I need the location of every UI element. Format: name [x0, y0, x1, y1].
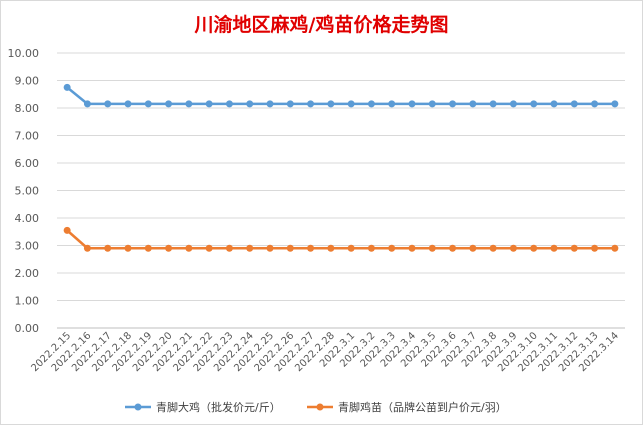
data-point	[449, 100, 457, 108]
data-point	[530, 100, 538, 108]
data-point	[165, 100, 173, 108]
y-tick-label: 10.00	[8, 47, 40, 60]
data-point	[388, 100, 396, 108]
data-point	[165, 244, 173, 252]
data-point	[509, 100, 517, 108]
data-point	[205, 100, 213, 108]
data-point	[124, 100, 132, 108]
data-point	[469, 244, 477, 252]
chart-title: 川渝地区麻鸡/鸡苗价格走势图	[194, 14, 449, 36]
data-point	[408, 100, 416, 108]
y-tick-label: 0.00	[15, 322, 40, 335]
data-point	[327, 100, 335, 108]
data-point	[591, 244, 599, 252]
data-point	[367, 100, 375, 108]
data-point	[428, 244, 436, 252]
data-point	[185, 100, 193, 108]
data-point	[550, 100, 558, 108]
y-tick-label: 8.00	[15, 102, 40, 115]
data-point	[286, 244, 294, 252]
data-point	[63, 226, 71, 234]
data-point	[144, 100, 152, 108]
y-tick-label: 5.00	[15, 185, 40, 198]
data-point	[225, 100, 233, 108]
data-point	[286, 100, 294, 108]
data-point	[428, 100, 436, 108]
legend-label: 青脚大鸡（批发价元/斤）	[156, 400, 281, 414]
y-tick-label: 3.00	[15, 240, 40, 253]
data-point	[63, 83, 71, 91]
data-point	[205, 244, 213, 252]
y-tick-label: 9.00	[15, 75, 40, 88]
data-point	[144, 244, 152, 252]
legend-label: 青脚鸡苗（品牌公苗到户价元/羽）	[338, 400, 507, 414]
data-point	[104, 100, 112, 108]
data-point	[307, 244, 315, 252]
data-point	[489, 244, 497, 252]
data-point	[347, 244, 355, 252]
y-tick-label: 2.00	[15, 267, 40, 280]
data-point	[388, 244, 396, 252]
data-point	[591, 100, 599, 108]
legend-marker	[316, 403, 324, 411]
data-point	[327, 244, 335, 252]
data-point	[266, 100, 274, 108]
data-point	[83, 244, 91, 252]
data-point	[489, 100, 497, 108]
y-tick-label: 7.00	[15, 130, 40, 143]
data-point	[367, 244, 375, 252]
data-point	[225, 244, 233, 252]
data-point	[550, 244, 558, 252]
data-point	[185, 244, 193, 252]
data-point	[408, 244, 416, 252]
data-point	[611, 244, 619, 252]
series-line	[66, 86, 615, 106]
data-point	[570, 244, 578, 252]
legend-marker	[134, 403, 142, 411]
y-tick-label: 1.00	[15, 295, 40, 308]
data-point	[611, 100, 619, 108]
series-line	[66, 229, 615, 250]
data-point	[570, 100, 578, 108]
data-point	[246, 100, 254, 108]
y-tick-label: 6.00	[15, 157, 40, 170]
data-point	[124, 244, 132, 252]
data-point	[509, 244, 517, 252]
data-point	[83, 100, 91, 108]
data-point	[104, 244, 112, 252]
data-point	[246, 244, 254, 252]
data-point	[266, 244, 274, 252]
data-point	[307, 100, 315, 108]
data-point	[347, 100, 355, 108]
y-tick-label: 4.00	[15, 212, 40, 225]
data-point	[449, 244, 457, 252]
data-point	[530, 244, 538, 252]
data-point	[469, 100, 477, 108]
